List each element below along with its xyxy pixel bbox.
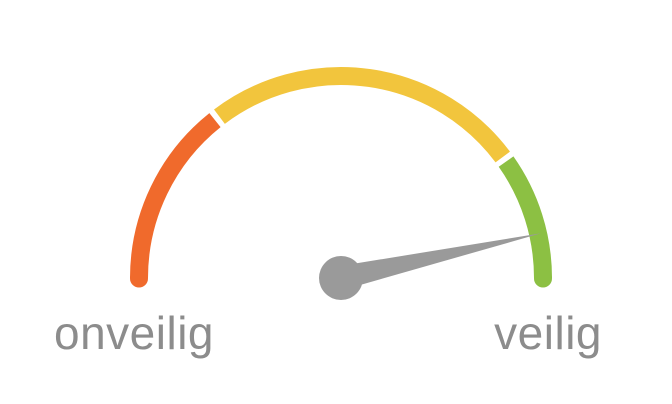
gauge-cap-left [130, 269, 148, 288]
gauge-needle [319, 233, 542, 300]
unsafe-label: onveilig [54, 307, 214, 359]
gauge-segment-medium [214, 67, 510, 163]
gauge-segment-unsafe [130, 113, 221, 279]
gauge-segment-safe [498, 156, 552, 279]
needle-hub [319, 256, 363, 300]
gauge-arc [130, 67, 552, 288]
gauge-cap-right [534, 269, 552, 288]
safe-label: veilig [494, 307, 602, 359]
needle-pointer [338, 233, 542, 290]
